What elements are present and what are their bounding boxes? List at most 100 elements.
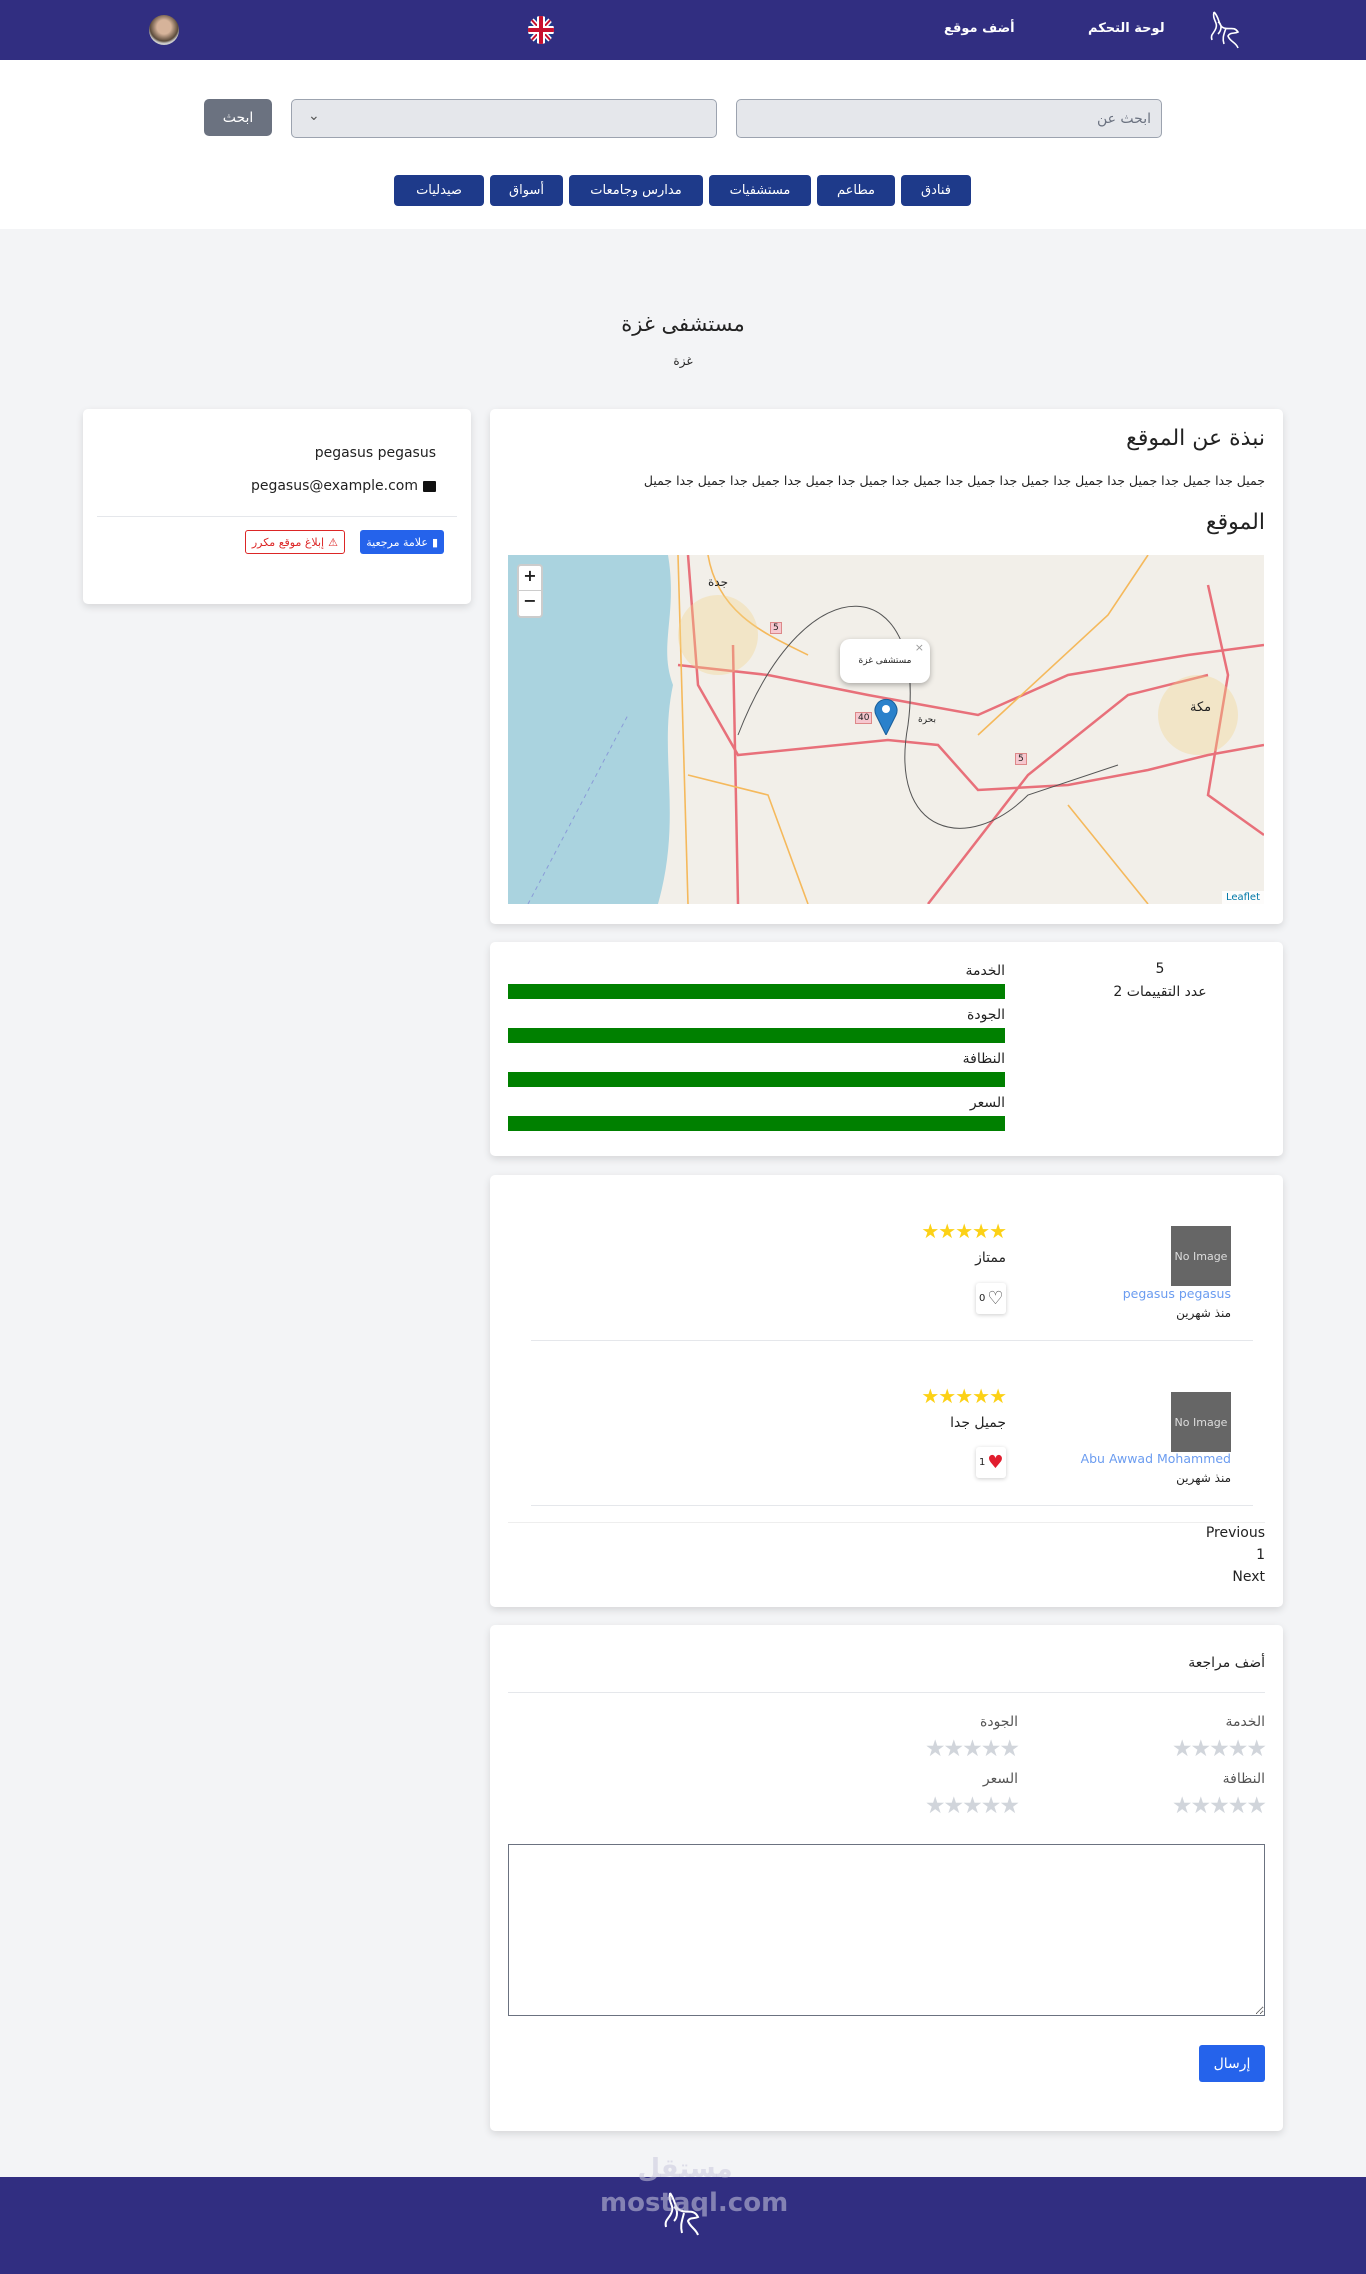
reviewer-avatar: No Image <box>1171 1226 1231 1286</box>
review-text: ممتاز <box>975 1250 1006 1266</box>
heart-outline-icon: ♡ <box>987 1288 1004 1309</box>
warning-icon: ⚠ <box>328 535 338 549</box>
owner-card: pegasus pegasus pegasus@example.com ▮ علا… <box>83 409 471 604</box>
road-shield: 5 <box>770 622 782 634</box>
cleanliness-star-input[interactable]: ★★★★★ <box>1171 1793 1267 1819</box>
map-label-bahra: بحرة <box>918 715 936 725</box>
chevron-down-icon: ⌄ <box>308 108 320 124</box>
popup-text: مستشفى غزة <box>858 656 912 666</box>
reviewer-name[interactable]: pegasus pegasus <box>1122 1286 1231 1301</box>
road-shield: 5 <box>1015 753 1027 765</box>
review-time: منذ شهرين <box>1176 1471 1231 1485</box>
like-button[interactable]: 0 ♡ <box>976 1283 1006 1314</box>
category-schools[interactable]: مدارس وجامعات <box>569 175 703 206</box>
about-heading: نبذة عن الموقع <box>1126 426 1265 451</box>
divider <box>508 1522 1265 1523</box>
review-list: No Image pegasus pegasus منذ شهرين ★★★★★… <box>521 1175 1253 1506</box>
criterion-label: الخدمة <box>965 963 1005 979</box>
review-stars: ★★★★★ <box>921 1384 1007 1408</box>
top-navbar: لوحة التحكم أضف موقع <box>0 0 1366 60</box>
nav-add-site[interactable]: أضف موقع <box>944 21 1015 36</box>
submit-review-button[interactable]: إرسال <box>1199 2045 1265 2082</box>
criterion-label: السعر <box>982 1771 1018 1787</box>
criterion-label: السعر <box>969 1095 1005 1111</box>
category-hotels[interactable]: فنادق <box>901 175 971 206</box>
about-card: نبذة عن الموقع جميل جدا جميل جدا جميل جد… <box>490 409 1283 924</box>
category-restaurants[interactable]: مطاعم <box>817 175 895 206</box>
map-label-makkah: مكة <box>1190 700 1212 715</box>
divider <box>97 516 457 517</box>
uk-flag-icon[interactable] <box>527 15 555 45</box>
owner-name: pegasus pegasus <box>314 445 436 461</box>
review-stars: ★★★★★ <box>921 1219 1007 1243</box>
road-shield: 40 <box>855 712 873 724</box>
average-rating: 5 <box>1155 961 1165 977</box>
bookmark-button[interactable]: ▮ علامة مرجعية <box>360 530 444 554</box>
map-marker-icon[interactable] <box>874 697 898 735</box>
user-avatar[interactable] <box>149 15 179 45</box>
zoom-in-button[interactable]: + <box>519 566 541 591</box>
pagination-next[interactable]: Next <box>1232 1569 1265 1585</box>
review-textarea[interactable] <box>508 1844 1265 2016</box>
category-markets[interactable]: أسواق <box>490 175 563 206</box>
criterion-label: الخدمة <box>1225 1714 1265 1730</box>
reviews-card: No Image pegasus pegasus منذ شهرين ★★★★★… <box>490 1175 1283 1607</box>
rating-bar-price <box>508 1116 1005 1131</box>
price-star-input[interactable]: ★★★★★ <box>924 1793 1020 1819</box>
owner-email[interactable]: pegasus@example.com <box>250 478 418 494</box>
like-count: 1 <box>979 1457 986 1468</box>
criterion-label: الجودة <box>967 1007 1005 1023</box>
divider <box>531 1505 1253 1506</box>
footer <box>0 2177 1366 2274</box>
pagination-previous[interactable]: Previous <box>1205 1525 1265 1541</box>
review-text: جميل جدا <box>950 1415 1006 1431</box>
place-city: غزة <box>673 354 693 368</box>
like-count: 0 <box>979 1293 986 1304</box>
reviewer-name[interactable]: Abu Awwad Mohammed <box>1080 1451 1231 1466</box>
bookmark-icon: ▮ <box>431 535 438 549</box>
search-button[interactable]: ابحث <box>204 99 272 136</box>
category-select[interactable]: ⌄ <box>291 99 717 138</box>
rating-bar-cleanliness <box>508 1072 1005 1087</box>
pegasus-logo[interactable] <box>1200 8 1246 54</box>
criterion-label: النظافة <box>1222 1771 1265 1787</box>
divider <box>508 1692 1265 1693</box>
rating-bar-service <box>508 984 1005 999</box>
rating-bar-quality <box>508 1028 1005 1043</box>
divider <box>531 1340 1253 1341</box>
pagination: Previous 1 Next <box>1206 1522 1265 1588</box>
report-label: إبلاغ موقع مكرر <box>251 535 325 549</box>
like-button[interactable]: 1 ♥ <box>976 1447 1006 1478</box>
leaflet-attribution[interactable]: Leaflet <box>1221 891 1264 904</box>
category-hospitals[interactable]: مستشفيات <box>709 175 811 206</box>
pegasus-logo <box>664 2192 700 2236</box>
report-duplicate-button[interactable]: ⚠ إبلاغ موقع مكرر <box>244 530 345 554</box>
ratings-count: عدد التقييمات 2 <box>1113 984 1207 1000</box>
search-input[interactable]: ابحث عن <box>736 99 1162 138</box>
search-section: ابحث عن ⌄ ابحث فنادق مطاعم مستشفيات مدار… <box>0 60 1366 229</box>
map[interactable]: جدة مكة بحرة 5 40 5 مستشفى غزة × + − Leaf… <box>508 555 1264 904</box>
add-review-card: أضف مراجعة الخدمة ★★★★★ الجودة ★★★★★ الن… <box>490 1625 1283 2131</box>
map-popup: مستشفى غزة × <box>840 639 930 683</box>
criterion-label: الجودة <box>980 1714 1018 1730</box>
close-icon[interactable]: × <box>914 641 924 654</box>
search-placeholder: ابحث عن <box>1096 110 1151 127</box>
map-tiles <box>508 555 1264 904</box>
nav-dashboard[interactable]: لوحة التحكم <box>1088 21 1165 36</box>
quality-star-input[interactable]: ★★★★★ <box>924 1736 1020 1762</box>
add-review-title: أضف مراجعة <box>1188 1655 1265 1671</box>
heart-filled-icon: ♥ <box>987 1452 1004 1473</box>
service-star-input[interactable]: ★★★★★ <box>1171 1736 1267 1762</box>
review-time: منذ شهرين <box>1176 1306 1231 1320</box>
reviewer-avatar: No Image <box>1171 1392 1231 1452</box>
zoom-out-button[interactable]: − <box>523 591 537 610</box>
category-pharmacies[interactable]: صيدليات <box>394 175 484 206</box>
pagination-page[interactable]: 1 <box>1256 1547 1265 1563</box>
criterion-label: النظافة <box>962 1051 1005 1067</box>
about-text: جميل جدا جميل جدا جميل جدا جميل جدا جميل… <box>643 473 1265 488</box>
zoom-control: + − <box>517 564 543 618</box>
watermark: مستقل mostaql.com <box>600 2154 789 2218</box>
bookmark-label: علامة مرجعية <box>366 535 428 549</box>
envelope-icon <box>423 480 436 492</box>
place-title: مستشفى غزة <box>621 312 745 336</box>
